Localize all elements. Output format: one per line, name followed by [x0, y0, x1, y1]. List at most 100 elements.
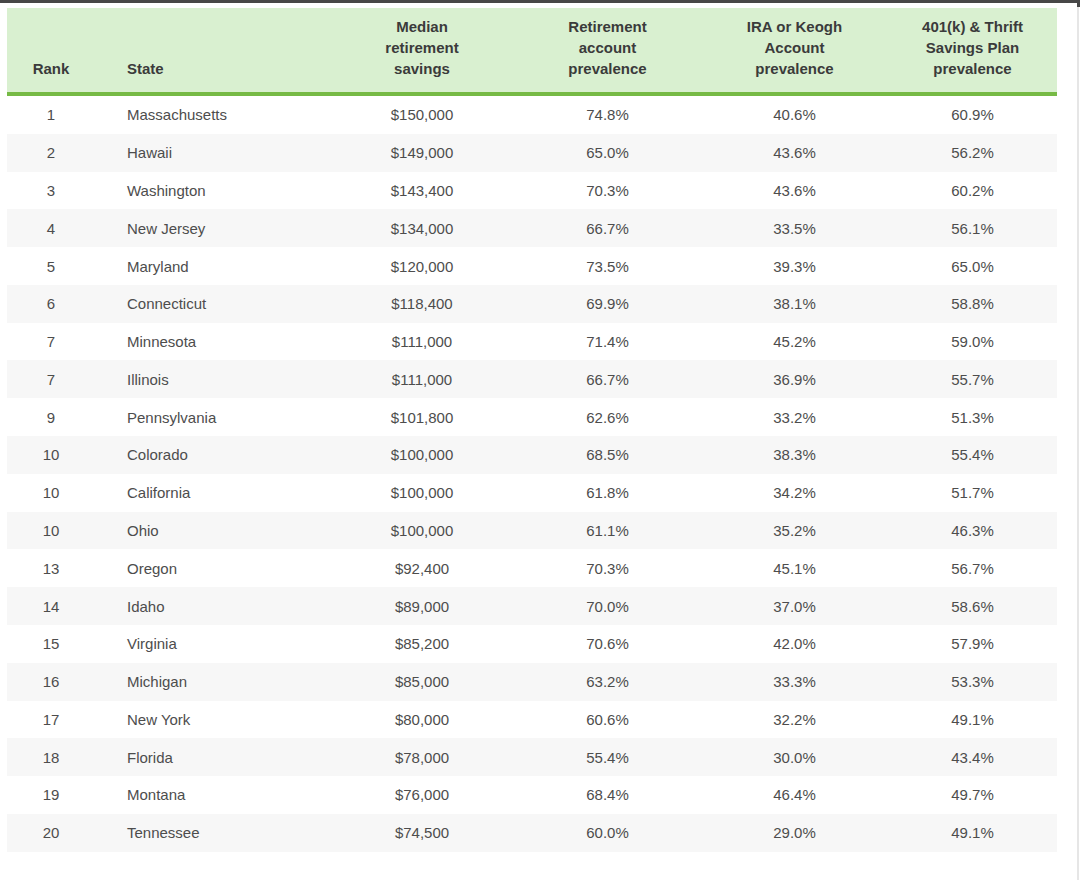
median-savings-cell: $134,000 [330, 209, 514, 247]
median-savings-cell: $100,000 [330, 436, 514, 474]
table-row: 2 Hawaii $149,000 65.0% 43.6% 56.2% [7, 134, 1057, 172]
column-header-401k-prevalence: 401(k) & Thrift Savings Plan prevalence [888, 8, 1057, 94]
rank-cell: 15 [7, 625, 95, 663]
column-header-ira-keogh-prevalence: IRA or Keogh Account prevalence [701, 8, 888, 94]
table-row: 16 Michigan $85,000 63.2% 33.3% 53.3% [7, 663, 1057, 701]
table-row: 17 New York $80,000 60.6% 32.2% 49.1% [7, 701, 1057, 739]
state-cell: Pennsylvania [95, 398, 330, 436]
column-header-median-savings: Median retirement savings [330, 8, 514, 94]
state-cell: New York [95, 701, 330, 739]
median-savings-cell: $149,000 [330, 134, 514, 172]
ira-keogh-prevalence-cell: 33.3% [701, 663, 888, 701]
state-cell: Minnesota [95, 323, 330, 361]
table-row: 10 Ohio $100,000 61.1% 35.2% 46.3% [7, 512, 1057, 550]
401k-prevalence-cell: 49.1% [888, 814, 1057, 852]
table-row: 7 Minnesota $111,000 71.4% 45.2% 59.0% [7, 323, 1057, 361]
ira-keogh-prevalence-cell: 37.0% [701, 587, 888, 625]
ira-keogh-prevalence-cell: 32.2% [701, 701, 888, 739]
retirement-account-prevalence-cell: 61.1% [514, 512, 701, 550]
state-cell: Tennessee [95, 814, 330, 852]
401k-prevalence-cell: 55.7% [888, 360, 1057, 398]
median-savings-cell: $100,000 [330, 512, 514, 550]
column-header-401k-prevalence-label: 401(k) & Thrift Savings Plan prevalence [914, 16, 1032, 79]
retirement-account-prevalence-cell: 68.4% [514, 776, 701, 814]
column-header-state-label: State [127, 58, 164, 79]
table-row: 5 Maryland $120,000 73.5% 39.3% 65.0% [7, 247, 1057, 285]
401k-prevalence-cell: 60.2% [888, 172, 1057, 210]
401k-prevalence-cell: 46.3% [888, 512, 1057, 550]
column-header-ira-keogh-prevalence-label: IRA or Keogh Account prevalence [736, 16, 854, 79]
header-row: Rank State Median retirement savings Ret… [7, 8, 1057, 94]
retirement-account-prevalence-cell: 62.6% [514, 398, 701, 436]
median-savings-cell: $101,800 [330, 398, 514, 436]
table-row: 9 Pennsylvania $101,800 62.6% 33.2% 51.3… [7, 398, 1057, 436]
retirement-account-prevalence-cell: 70.3% [514, 172, 701, 210]
rank-cell: 17 [7, 701, 95, 739]
median-savings-cell: $78,000 [330, 738, 514, 776]
ira-keogh-prevalence-cell: 34.2% [701, 474, 888, 512]
ira-keogh-prevalence-cell: 33.2% [701, 398, 888, 436]
table-row: 10 California $100,000 61.8% 34.2% 51.7% [7, 474, 1057, 512]
retirement-account-prevalence-cell: 60.0% [514, 814, 701, 852]
rank-cell: 7 [7, 360, 95, 398]
state-cell: Hawaii [95, 134, 330, 172]
median-savings-cell: $85,200 [330, 625, 514, 663]
median-savings-cell: $80,000 [330, 701, 514, 739]
table-row: 3 Washington $143,400 70.3% 43.6% 60.2% [7, 172, 1057, 210]
column-header-retirement-account-prevalence: Retirement account prevalence [514, 8, 701, 94]
table-row: 7 Illinois $111,000 66.7% 36.9% 55.7% [7, 360, 1057, 398]
state-cell: Illinois [95, 360, 330, 398]
ira-keogh-prevalence-cell: 33.5% [701, 209, 888, 247]
median-savings-cell: $92,400 [330, 549, 514, 587]
table-row: 19 Montana $76,000 68.4% 46.4% 49.7% [7, 776, 1057, 814]
table-row: 10 Colorado $100,000 68.5% 38.3% 55.4% [7, 436, 1057, 474]
rank-cell: 18 [7, 738, 95, 776]
401k-prevalence-cell: 58.6% [888, 587, 1057, 625]
ira-keogh-prevalence-cell: 42.0% [701, 625, 888, 663]
rank-cell: 4 [7, 209, 95, 247]
state-cell: California [95, 474, 330, 512]
retirement-account-prevalence-cell: 70.6% [514, 625, 701, 663]
table-row: 18 Florida $78,000 55.4% 30.0% 43.4% [7, 738, 1057, 776]
401k-prevalence-cell: 49.7% [888, 776, 1057, 814]
ira-keogh-prevalence-cell: 29.0% [701, 814, 888, 852]
401k-prevalence-cell: 51.7% [888, 474, 1057, 512]
column-header-state: State [95, 8, 330, 94]
retirement-account-prevalence-cell: 69.9% [514, 285, 701, 323]
column-header-retirement-account-prevalence-label: Retirement account prevalence [549, 16, 667, 79]
table-row: 6 Connecticut $118,400 69.9% 38.1% 58.8% [7, 285, 1057, 323]
rank-cell: 13 [7, 549, 95, 587]
rank-cell: 10 [7, 474, 95, 512]
retirement-account-prevalence-cell: 71.4% [514, 323, 701, 361]
ira-keogh-prevalence-cell: 46.4% [701, 776, 888, 814]
state-cell: Washington [95, 172, 330, 210]
401k-prevalence-cell: 49.1% [888, 701, 1057, 739]
401k-prevalence-cell: 59.0% [888, 323, 1057, 361]
rank-cell: 19 [7, 776, 95, 814]
ira-keogh-prevalence-cell: 45.2% [701, 323, 888, 361]
401k-prevalence-cell: 43.4% [888, 738, 1057, 776]
ira-keogh-prevalence-cell: 36.9% [701, 360, 888, 398]
rank-cell: 10 [7, 512, 95, 550]
401k-prevalence-cell: 56.1% [888, 209, 1057, 247]
rank-cell: 10 [7, 436, 95, 474]
median-savings-cell: $143,400 [330, 172, 514, 210]
rank-cell: 14 [7, 587, 95, 625]
scrollbar[interactable] [1077, 0, 1079, 880]
retirement-account-prevalence-cell: 73.5% [514, 247, 701, 285]
ira-keogh-prevalence-cell: 38.1% [701, 285, 888, 323]
state-cell: Maryland [95, 247, 330, 285]
state-cell: Florida [95, 738, 330, 776]
retirement-account-prevalence-cell: 70.3% [514, 549, 701, 587]
state-cell: Colorado [95, 436, 330, 474]
median-savings-cell: $76,000 [330, 776, 514, 814]
rank-cell: 7 [7, 323, 95, 361]
state-cell: Oregon [95, 549, 330, 587]
401k-prevalence-cell: 65.0% [888, 247, 1057, 285]
column-header-median-savings-label: Median retirement savings [363, 16, 481, 79]
table-body: 1 Massachusetts $150,000 74.8% 40.6% 60.… [7, 94, 1057, 852]
median-savings-cell: $85,000 [330, 663, 514, 701]
retirement-account-prevalence-cell: 74.8% [514, 94, 701, 134]
401k-prevalence-cell: 57.9% [888, 625, 1057, 663]
median-savings-cell: $89,000 [330, 587, 514, 625]
